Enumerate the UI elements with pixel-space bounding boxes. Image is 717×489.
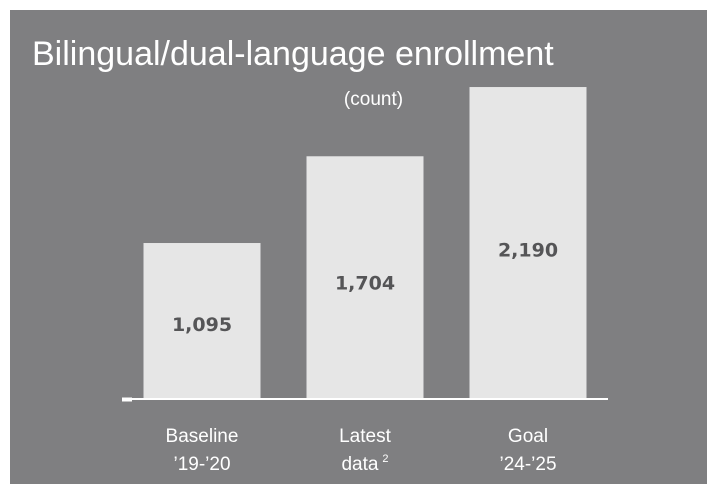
bar-chart: 1,095 1,704 2,190 Baseline ’19-’20 Latest data… [122,87,608,475]
category-label-1-line2: ’19-’20 [173,454,230,475]
bar-value-label-3: 2,190 [498,239,558,261]
category-label-1-line1: Baseline [166,426,239,447]
x-axis-end-tick [122,397,132,402]
bar-value-label-1: 1,095 [172,314,232,336]
bar-1 [143,243,261,399]
category-label-3-line1: Goal [508,426,548,447]
footnote-marker: 2 [382,453,388,465]
category-label-2-line1: Latest [339,426,391,447]
category-label-3-line2: ’24-’25 [499,454,556,475]
chart-subtitle: (count) [343,89,404,110]
category-label-2-line2: data 2 [341,453,388,475]
bar-value-label-2: 1,704 [335,272,395,294]
chart-slide: Bilingual/dual-language enrollment (coun… [10,10,707,484]
chart-title: Bilingual/dual-language enrollment [32,35,554,73]
bar-3 [469,87,587,399]
bar-2 [306,156,424,399]
